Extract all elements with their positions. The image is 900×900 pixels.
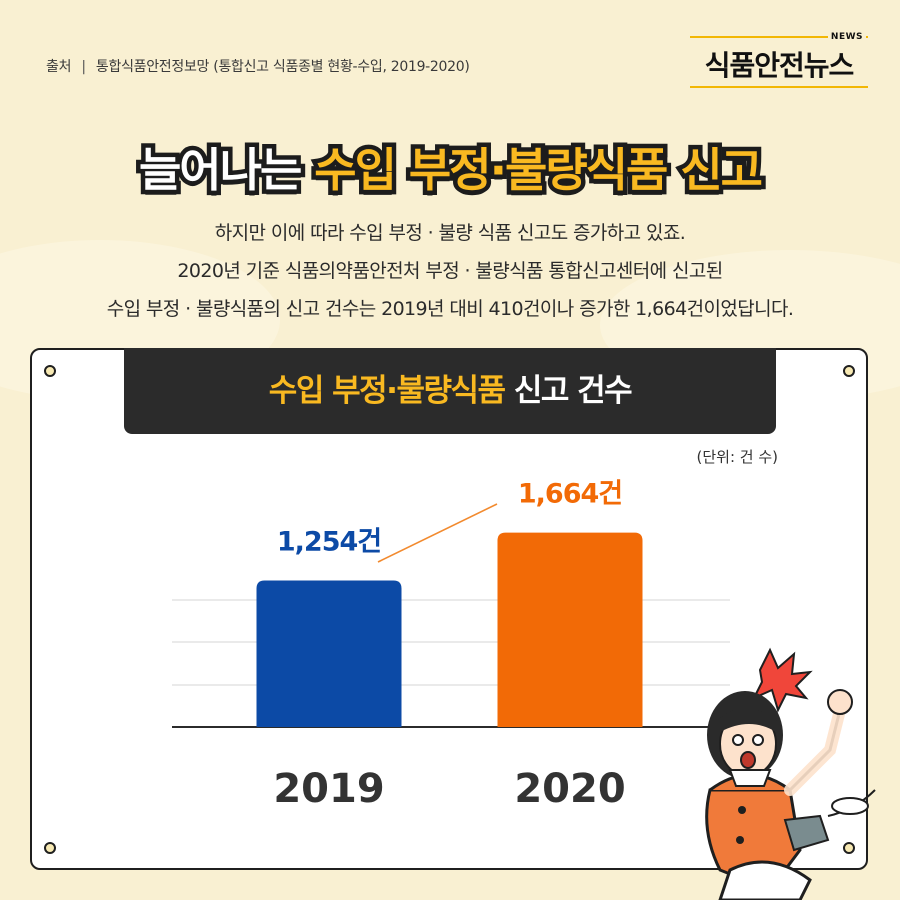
description-line-1: 하지만 이에 따라 수입 부정 · 불량 식품 신고도 증가하고 있죠. [214,222,686,244]
title-part-white: 늘어나는 [134,139,306,202]
x-tick-label-2020: 2020 [514,766,625,812]
board-pin-top-left [44,365,56,377]
chart-title-highlight: 수입 부정·불량식품 [268,373,506,409]
description-line-3: 수입 부정 · 불량식품의 신고 건수는 2019년 대비 410건이나 증가한… [106,298,794,320]
bar-2019 [256,580,402,727]
title-part-yellow: 수입 부정·불량식품 신고 [310,139,768,202]
source-credit: 출처 | 통합식품안전정보망 (통합신고 식품종별 현황-수입, 2019-20… [46,56,470,76]
chart-title-banner: 수입 부정·불량식품 신고 건수 [124,348,776,434]
bar-2020 [497,532,643,727]
surprised-woman-illustration [705,647,876,900]
logo-name: 식품안전뉴스 [704,49,855,82]
source-label: 출처 [46,59,72,75]
board-pin-top-right [843,365,855,377]
page-title: 늘어나는 수입 부정·불량식품 신고 [0,134,900,202]
trend-arrow [377,503,498,563]
description-line-2: 2020년 기준 식품의약품안전처 부정 · 불량식품 통합신고센터에 신고된 [177,260,723,282]
chart-unit-label: (단위: 건 수) [696,448,779,466]
data-label-2019: 1,254건 [277,526,381,557]
source-divider: | [81,59,86,75]
description: 하지만 이에 따라 수입 부정 · 불량 식품 신고도 증가하고 있죠. 202… [0,214,900,328]
logo-bottom-line [690,86,868,88]
x-tick-label-2019: 2019 [273,766,384,812]
board-pin-bottom-right [843,842,855,854]
source-text: 통합식품안전정보망 (통합신고 식품종별 현황-수입, 2019-2020) [95,59,470,75]
brand-logo: NEWS 식품안전뉴스 [686,30,872,90]
data-label-2020: 1,664건 [518,479,622,510]
chart-title-rest: 신고 건수 [513,373,633,409]
logo-top-line [690,36,868,38]
board-pin-bottom-left [44,842,56,854]
logo-news-badge: NEWS [827,32,866,42]
